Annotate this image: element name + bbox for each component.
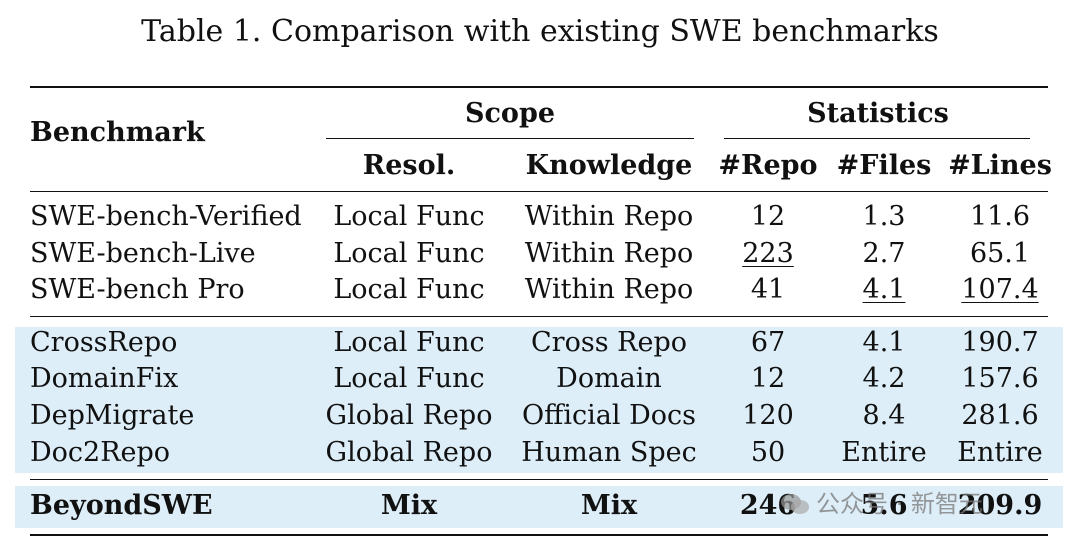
table-cell-files: 5.6 <box>860 490 908 521</box>
bottom-rule <box>30 534 1048 536</box>
wechat-icon <box>780 492 810 516</box>
table-cell-repo: 41 <box>750 274 786 305</box>
table-cell-resol: Local Func <box>333 201 485 232</box>
table-row-name: CrossRepo <box>30 327 178 358</box>
table-row-name: Doc2Repo <box>30 437 171 468</box>
table-cell-files: 2.7 <box>862 238 906 269</box>
summary-separator-rule <box>30 479 1048 480</box>
table-row-name: DepMigrate <box>30 400 195 431</box>
header-rule <box>30 191 1048 192</box>
table-cell-lines: Entire <box>957 437 1043 468</box>
table-cell-knowledge: Human Spec <box>521 437 697 468</box>
watermark-text: 公众号 · 新智元 <box>816 490 983 518</box>
table-cell-repo: 67 <box>750 327 786 358</box>
table-cell-resol: Local Func <box>333 238 485 269</box>
table-cell-resol: Local Func <box>333 327 485 358</box>
table-cell-knowledge: Mix <box>580 490 638 521</box>
table-cell-files: 4.2 <box>862 363 906 394</box>
header-resol: Resol. <box>362 150 456 181</box>
top-rule <box>30 86 1048 88</box>
header-benchmark: Benchmark <box>30 117 205 148</box>
header-knowledge: Knowledge <box>525 150 693 181</box>
table-row-name: DomainFix <box>30 363 179 394</box>
table-row-name: SWE-bench-Verified <box>30 201 302 232</box>
header-lines: #Lines <box>948 150 1052 181</box>
table-cell-files: 1.3 <box>862 201 906 232</box>
scope-cmidrule <box>326 138 694 139</box>
table-cell-files: 8.4 <box>862 400 906 431</box>
table-cell-files: 4.1 <box>862 274 906 305</box>
header-scope: Scope <box>464 98 556 129</box>
table-cell-knowledge: Domain <box>556 363 662 394</box>
table-cell-lines: 157.6 <box>961 363 1039 394</box>
table-cell-knowledge: Within Repo <box>524 274 694 305</box>
table-cell-lines: 11.6 <box>969 201 1031 232</box>
group-separator-rule <box>30 316 1048 317</box>
highlight-band-beyondswe <box>15 486 1063 528</box>
table-cell-knowledge: Within Repo <box>524 238 694 269</box>
table-cell-repo: 120 <box>742 400 794 431</box>
table-cell-lines: 281.6 <box>961 400 1039 431</box>
table-cell-files: Entire <box>841 437 927 468</box>
table-row-name: BeyondSWE <box>30 490 213 521</box>
table-cell-lines: 65.1 <box>969 238 1031 269</box>
highlight-band-new-tasks <box>15 327 1063 473</box>
table-cell-lines: 107.4 <box>961 274 1039 305</box>
table-cell-knowledge: Within Repo <box>524 201 694 232</box>
table-cell-resol: Global Repo <box>325 437 493 468</box>
table-cell-lines: 209.9 <box>957 490 1043 521</box>
statistics-cmidrule <box>724 138 1030 139</box>
table-cell-resol: Mix <box>380 490 438 521</box>
header-repo: #Repo <box>718 150 818 181</box>
table-cell-repo: 12 <box>750 363 786 394</box>
table-cell-resol: Local Func <box>333 363 485 394</box>
header-statistics: Statistics <box>807 98 949 129</box>
table-row-name: SWE-bench-Live <box>30 238 256 269</box>
table-cell-resol: Local Func <box>333 274 485 305</box>
table-cell-repo: 223 <box>742 238 794 269</box>
table-cell-repo: 50 <box>750 437 786 468</box>
table-cell-resol: Global Repo <box>325 400 493 431</box>
table-cell-lines: 190.7 <box>961 327 1039 358</box>
table-cell-knowledge: Official Docs <box>522 400 696 431</box>
table-caption: Table 1. Comparison with existing SWE be… <box>141 14 939 49</box>
table-row-name: SWE-bench Pro <box>30 274 245 305</box>
watermark: 公众号 · 新智元 <box>780 484 983 519</box>
header-files: #Files <box>836 150 932 181</box>
table-cell-repo: 12 <box>750 201 786 232</box>
table-cell-files: 4.1 <box>862 327 906 358</box>
table-cell-knowledge: Cross Repo <box>531 327 687 358</box>
